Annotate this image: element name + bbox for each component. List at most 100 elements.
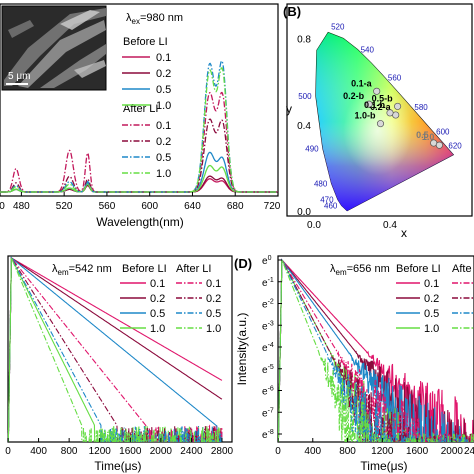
panel-c-after-li-heading: After LI: [176, 263, 211, 275]
panel-c-x-tick-label: 800: [61, 446, 78, 457]
panel-d-legend-label: 0.2: [424, 293, 439, 305]
panel-c-legend: 0.1 0.2 0.5 1.0 0.1 0.2 0.5 1.0: [120, 278, 221, 335]
panel-c-legend-label: 0.2: [150, 293, 165, 305]
panel-d-x-axis-label: Time(μs): [360, 459, 407, 473]
panel-a: 480 520 560 600 640 680 720 0 Wavelength(nm) 5…: [0, 3, 281, 229]
inset-scale-bar-label: 5 μm: [8, 71, 30, 82]
panel-b-plot-frame: [286, 3, 473, 217]
panel-c-x-tick-label: 2000: [150, 446, 173, 457]
panel-a-series-after-li-1.0: [0, 66, 278, 193]
panel-a-series-before-li-0.1: [0, 178, 278, 193]
panel-a-legend-label: 1.0: [156, 100, 171, 112]
c-decay-after-li-0.1: [7, 256, 223, 442]
cie-point-label: 0.5-b: [372, 93, 394, 103]
panel-d-curves: [278, 257, 474, 442]
cie-point-marker: [386, 109, 394, 117]
panel-c-x-tick-label: 1600: [119, 446, 142, 457]
panel-b-x-tick-label: 0.4: [383, 220, 397, 231]
panel-b-x-axis-label: x: [401, 226, 407, 240]
cie-point-marker: [394, 102, 402, 110]
panel-d-legend: 0.1 0.2 0.5 1.0: [396, 278, 474, 335]
cie-wavelength-label: 460: [324, 202, 338, 211]
panel-d-y-tick-label: e-7: [262, 407, 274, 419]
panel-a-before-li-heading: Before LI: [123, 36, 168, 48]
panel-a-x-ticks: 480 520 560 600 640 680 720: [13, 192, 281, 212]
panel-a-legend-label: 0.2: [156, 68, 171, 80]
cie-point-label: 0.2-b: [343, 91, 365, 101]
cie-point-marker: [376, 120, 385, 128]
cie-wavelength-label: 600: [436, 128, 450, 137]
panel-c-x-axis-label: Time(μs): [94, 459, 141, 473]
panel-d-y-tick-label: e-4: [262, 342, 274, 354]
panel-a-excitation-label: λex=980 nm: [126, 12, 183, 26]
cie-wavelength-label: 480: [314, 179, 328, 188]
panel-a-series-before-li-1.0: [0, 164, 278, 193]
panel-d-y-tick-label: e-8: [262, 429, 274, 441]
panel-a-curves: [0, 60, 278, 193]
panel-c-legend-label: 0.5: [206, 308, 221, 320]
cie-point-label: 1.0: [422, 132, 435, 142]
panel-d-x-tick-label: 2000: [441, 446, 464, 457]
cie-white-point-glow: [315, 32, 454, 211]
panel-b-x-tick-label: 0.0: [307, 220, 321, 231]
panel-d-x-tick-label: 400: [304, 446, 321, 457]
sem-inset-image: [1, 5, 107, 91]
panel-a-legend-label: 0.5: [156, 152, 171, 164]
panel-d-y-tick-label: e-2: [262, 299, 274, 311]
panel-d-x-tick-label: 1200: [371, 446, 394, 457]
panel-d-emission-label: λem=656 nm: [330, 263, 390, 277]
panel-c-x-ticks: 0 400 800 1200 1600 2000 2400 2800: [5, 438, 234, 457]
panel-d-y-tick-label: e-6: [262, 386, 274, 398]
panel-a-legend-label: 0.2: [156, 136, 171, 148]
cie-point-marker: [373, 87, 381, 95]
cie-point-label: 0.5: [416, 130, 429, 140]
panel-a-after-li-heading: After LI: [123, 103, 158, 115]
panel-c-x-tick-label: 1200: [89, 446, 112, 457]
panel-a-x-tick-label: 640: [184, 201, 201, 212]
panel-b-ticks: 0.0 0.4 0.0 0.4 0.8: [297, 35, 397, 231]
panel-d-y-tick-label: e-5: [262, 364, 274, 376]
panel-c-emission-label: λem=542 nm: [52, 263, 112, 277]
cie-wavelength-label: 500: [298, 92, 312, 101]
panel-a-legend-label: 0.5: [156, 84, 171, 96]
panel-b-y-axis-label: y: [286, 102, 292, 116]
panel-a-x-tick-label: 480: [13, 201, 30, 212]
panel-a-x-tick-label: 720: [264, 201, 281, 212]
panel-d-label: (D): [234, 256, 252, 271]
panel-b-y-tick-label: 0.4: [297, 121, 311, 132]
panel-d-legend-label: 1.0: [424, 323, 439, 335]
panel-c-legend-label: 0.5: [150, 308, 165, 320]
panel-c-x-tick-label: 0: [5, 446, 11, 457]
cie-wavelength-label: 520: [331, 22, 345, 31]
panel-d-y-axis-label: Intensity(a.u.): [235, 313, 249, 386]
panel-d-y-tick-label: e-3: [262, 320, 274, 332]
panel-c-legend-label: 0.2: [206, 293, 221, 305]
d-decay-before-li-0.1: [278, 258, 474, 442]
cie-wavelength-label: 540: [361, 45, 375, 54]
panel-b-y-tick-label: 0.8: [297, 35, 311, 46]
c-decay-before-li-0.2: [7, 257, 223, 442]
panel-d-before-li-heading: Before LI: [396, 263, 441, 275]
panel-c-x-tick-label: 2400: [180, 446, 203, 457]
c-decay-after-li-1.0: [7, 257, 221, 442]
c-decay-before-li-0.5: [7, 256, 223, 442]
panel-a-legend: 0.1 0.2 0.5 1.0 0.1 0.2 0.5 1.0: [122, 52, 171, 180]
panel-b-y-tick-label: 0.0: [297, 207, 311, 218]
c-decay-before-li-1.0: [7, 256, 223, 442]
cie-point-marker: [435, 141, 443, 149]
panel-c-x-tick-label: 2800: [211, 446, 234, 457]
d-decay-after-li-1.0: [278, 259, 474, 442]
c-decay-after-li-0.5: [7, 256, 223, 442]
panel-a-x-tick-label: 680: [227, 201, 244, 212]
panel-d-x-tick-label: 240: [464, 446, 474, 457]
panel-c-x-tick-label: 400: [30, 446, 47, 457]
panel-a-x-tick-label: 560: [99, 201, 116, 212]
panel-b-label: (B): [283, 4, 301, 19]
panel-c-legend-label: 1.0: [206, 323, 221, 335]
panel-a-legend-label: 1.0: [156, 168, 171, 180]
panel-c: 0 400 800 1200 1600 2000 2400 2800 Time(μs) λem…: [5, 255, 234, 473]
